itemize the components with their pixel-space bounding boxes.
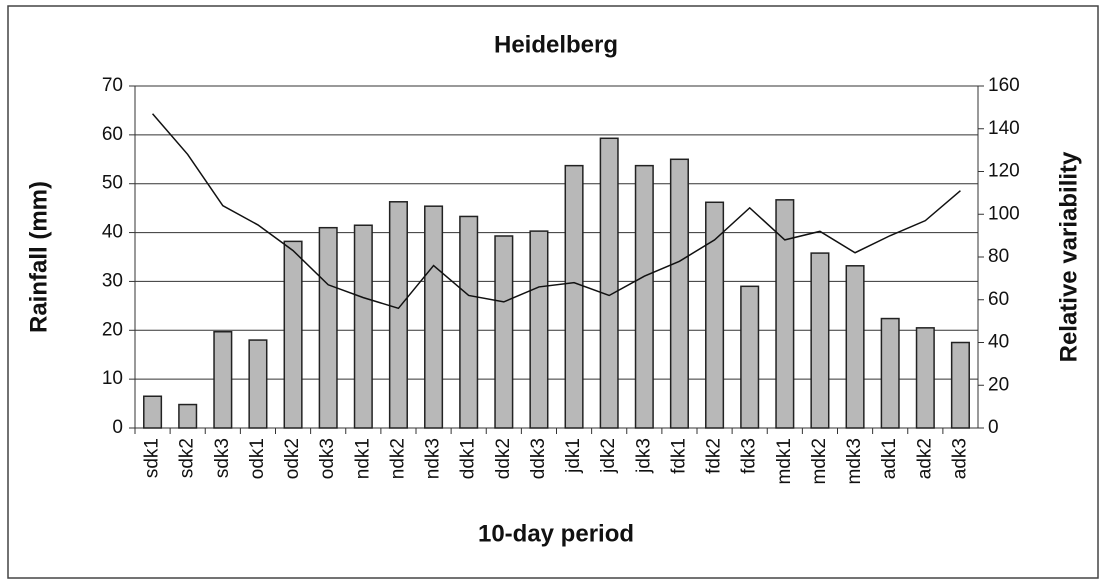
x-tick-label: ndk3 <box>423 438 444 479</box>
bar <box>599 137 619 429</box>
x-tick-label: sdk2 <box>177 438 198 478</box>
y2-tick-label: 20 <box>988 374 1009 395</box>
y2-tick-label: 0 <box>988 417 999 438</box>
y-tick-label: 0 <box>112 417 123 438</box>
frame <box>7 5 1099 579</box>
bar <box>318 226 338 429</box>
x-tick-label: jdk1 <box>563 438 584 474</box>
bar <box>775 199 795 429</box>
y2-tick-label: 80 <box>988 246 1009 267</box>
x-tick-label: fdk1 <box>668 438 689 474</box>
x-tick-label: fdk2 <box>704 438 725 474</box>
x-tick-label: mdk3 <box>844 438 865 484</box>
bar <box>388 201 408 429</box>
x-axis-label: 10-day period <box>478 520 634 547</box>
x-tick-label: odk1 <box>247 438 268 479</box>
bar <box>634 164 654 429</box>
y2-tick-label: 140 <box>988 118 1020 139</box>
x-tick-label: ddk2 <box>493 438 514 479</box>
bar <box>880 317 900 429</box>
x-tick-label: adk1 <box>879 438 900 479</box>
y-tick-label: 10 <box>102 368 123 389</box>
bar <box>705 201 725 429</box>
bar <box>529 230 549 429</box>
x-tick-label: sdk3 <box>212 438 233 478</box>
x-tick-label: adk3 <box>949 438 970 479</box>
x-tick-label: odk2 <box>282 438 303 479</box>
bar <box>248 339 268 429</box>
bar <box>564 164 584 429</box>
x-tick-label: jdk2 <box>598 438 619 474</box>
bar <box>810 252 830 429</box>
bar <box>283 240 303 429</box>
x-tick-label: ddk3 <box>528 438 549 479</box>
y-tick-label: 20 <box>102 319 123 340</box>
bar <box>740 285 760 429</box>
chart-title: Heidelberg <box>494 31 618 58</box>
bar <box>845 265 865 429</box>
x-tick-label: mdk2 <box>809 438 830 484</box>
y-tick-label: 60 <box>102 124 123 145</box>
bar <box>143 395 163 429</box>
y2-tick-label: 60 <box>988 289 1009 310</box>
y-tick-label: 50 <box>102 173 123 194</box>
bar <box>950 341 970 429</box>
bar <box>494 235 514 429</box>
x-tick-label: odk3 <box>317 438 338 479</box>
y2-tick-label: 100 <box>988 203 1020 224</box>
bar <box>459 215 479 429</box>
bar <box>424 205 444 429</box>
y2-tick-label: 160 <box>988 75 1020 96</box>
line <box>151 113 961 310</box>
x-tick-label: ndk2 <box>387 438 408 479</box>
y-axis-label: Rainfall (mm) <box>25 181 52 333</box>
x-tick-label: jdk3 <box>633 438 654 474</box>
y-tick-label: 40 <box>102 222 123 243</box>
x-tick-label: mdk1 <box>774 438 795 484</box>
x-tick-label: ddk1 <box>458 438 479 479</box>
bar <box>915 327 935 429</box>
y2-axis-label: Relative variability <box>1055 151 1082 362</box>
bar <box>353 224 373 429</box>
x-tick-label: ndk1 <box>352 438 373 479</box>
y2-tick-label: 40 <box>988 332 1009 353</box>
bar <box>178 403 198 429</box>
x-tick-label: sdk1 <box>142 438 163 478</box>
x-tick-label: fdk3 <box>739 438 760 474</box>
bar <box>669 158 689 429</box>
y-tick-label: 30 <box>102 270 123 291</box>
y2-tick-label: 120 <box>988 161 1020 182</box>
bar <box>213 331 233 429</box>
y-tick-label: 70 <box>102 75 123 96</box>
x-tick-label: adk2 <box>914 438 935 479</box>
